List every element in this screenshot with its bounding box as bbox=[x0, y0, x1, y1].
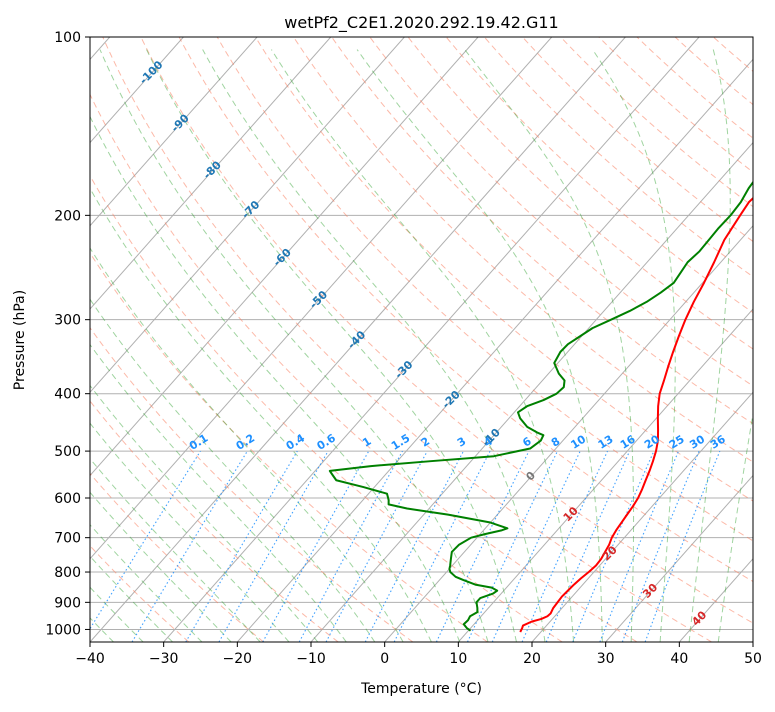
moist-adiabat bbox=[717, 410, 753, 642]
isotherm-gridline bbox=[90, 37, 626, 642]
isotherm-gridline bbox=[90, 37, 332, 310]
mixing-ratio-line bbox=[262, 450, 370, 642]
y-tick-label: 900 bbox=[54, 595, 81, 611]
isotherm-gridline bbox=[457, 308, 753, 642]
dry-adiabat bbox=[178, 37, 753, 583]
moist-adiabat bbox=[90, 422, 290, 642]
y-axis-label: Pressure (hPa) bbox=[12, 290, 28, 390]
moist-adiabat bbox=[464, 49, 635, 642]
y-tick-label: 600 bbox=[54, 491, 81, 507]
moist-adiabat bbox=[146, 49, 517, 642]
y-tick-label: 100 bbox=[54, 30, 81, 46]
moist-adiabat bbox=[99, 49, 489, 642]
moist-adiabat bbox=[90, 115, 461, 642]
isotherm-gridline bbox=[163, 37, 700, 642]
moist-adiabat bbox=[202, 49, 546, 642]
y-tick-label: 700 bbox=[54, 531, 81, 547]
x-tick-label: 10 bbox=[449, 651, 467, 667]
isotherm-gridline bbox=[90, 37, 405, 394]
moist-adiabat bbox=[688, 49, 731, 642]
isotherm-gridline bbox=[90, 37, 479, 477]
mixing-ratio-line bbox=[545, 450, 631, 642]
x-tick-label: −30 bbox=[149, 651, 179, 667]
mixing-ratio-line bbox=[521, 450, 609, 642]
isotherm-gridline bbox=[90, 37, 258, 227]
x-axis-label: Temperature (°C) bbox=[360, 681, 482, 697]
dry-adiabat bbox=[90, 174, 563, 642]
dry-adiabat bbox=[90, 472, 264, 642]
isotherm-gridline bbox=[531, 391, 753, 642]
isotherm-gridline bbox=[236, 58, 753, 642]
temperature-profile bbox=[519, 196, 753, 633]
moist-adiabat bbox=[271, 49, 575, 642]
mixing-ratio-line bbox=[644, 450, 721, 642]
x-tick-label: 40 bbox=[670, 651, 688, 667]
moist-adiabat bbox=[90, 457, 261, 642]
mixing-ratio-line bbox=[393, 450, 491, 642]
dry-adiabat bbox=[560, 37, 753, 208]
moist-adiabat bbox=[356, 49, 603, 642]
mixing-ratio-line bbox=[325, 450, 428, 642]
x-tick-label: 30 bbox=[597, 651, 615, 667]
dry-adiabat bbox=[102, 37, 712, 642]
x-tick-label: 0 bbox=[380, 651, 389, 667]
dry-adiabat bbox=[254, 37, 753, 502]
y-tick-label: 200 bbox=[54, 208, 81, 224]
moist-adiabat bbox=[90, 187, 432, 642]
x-tick-label: −10 bbox=[296, 651, 326, 667]
x-tick-label: −20 bbox=[223, 651, 253, 667]
dry-adiabat bbox=[216, 37, 753, 542]
moist-adiabat bbox=[90, 384, 319, 642]
y-tick-label: 400 bbox=[54, 387, 81, 403]
dry-adiabat bbox=[90, 93, 638, 642]
isotherm-gridline bbox=[90, 37, 184, 144]
dewpoint-profile bbox=[328, 180, 753, 632]
plot-frame bbox=[89, 36, 754, 643]
y-tick-label: 1000 bbox=[45, 622, 81, 638]
isotherm-gridline bbox=[384, 225, 753, 642]
dry-adiabat bbox=[407, 37, 753, 350]
moist-adiabat bbox=[592, 49, 676, 642]
mixing-ratio-line bbox=[298, 450, 403, 642]
x-tick-label: 20 bbox=[523, 651, 541, 667]
x-tick-label: −40 bbox=[75, 651, 105, 667]
dry-adiabat bbox=[90, 326, 414, 642]
moist-adiabat bbox=[90, 343, 347, 642]
mixing-ratio-line bbox=[131, 450, 248, 642]
dry-adiabat bbox=[90, 252, 488, 642]
chart-title: wetPf2_C2E1.2020.292.19.42.G11 bbox=[284, 13, 558, 33]
isotherm-gridline bbox=[605, 474, 753, 642]
dry-adiabat bbox=[293, 37, 753, 463]
moist-adiabat bbox=[90, 298, 376, 642]
mixing-ratio-line bbox=[599, 450, 680, 642]
y-tick-label: 300 bbox=[54, 313, 81, 329]
y-tick-label: 500 bbox=[54, 444, 81, 460]
dry-adiabat bbox=[522, 37, 753, 243]
dry-adiabat bbox=[140, 37, 753, 624]
dry-adiabat bbox=[369, 37, 753, 387]
x-tick-label: 50 bbox=[744, 651, 762, 667]
dry-adiabat bbox=[598, 37, 753, 173]
y-tick-label: 800 bbox=[54, 565, 81, 581]
isotherm-gridline bbox=[90, 37, 553, 560]
mixing-ratio-line bbox=[572, 450, 655, 642]
moist-adiabat bbox=[90, 247, 404, 642]
mixing-ratio-line bbox=[621, 450, 700, 642]
